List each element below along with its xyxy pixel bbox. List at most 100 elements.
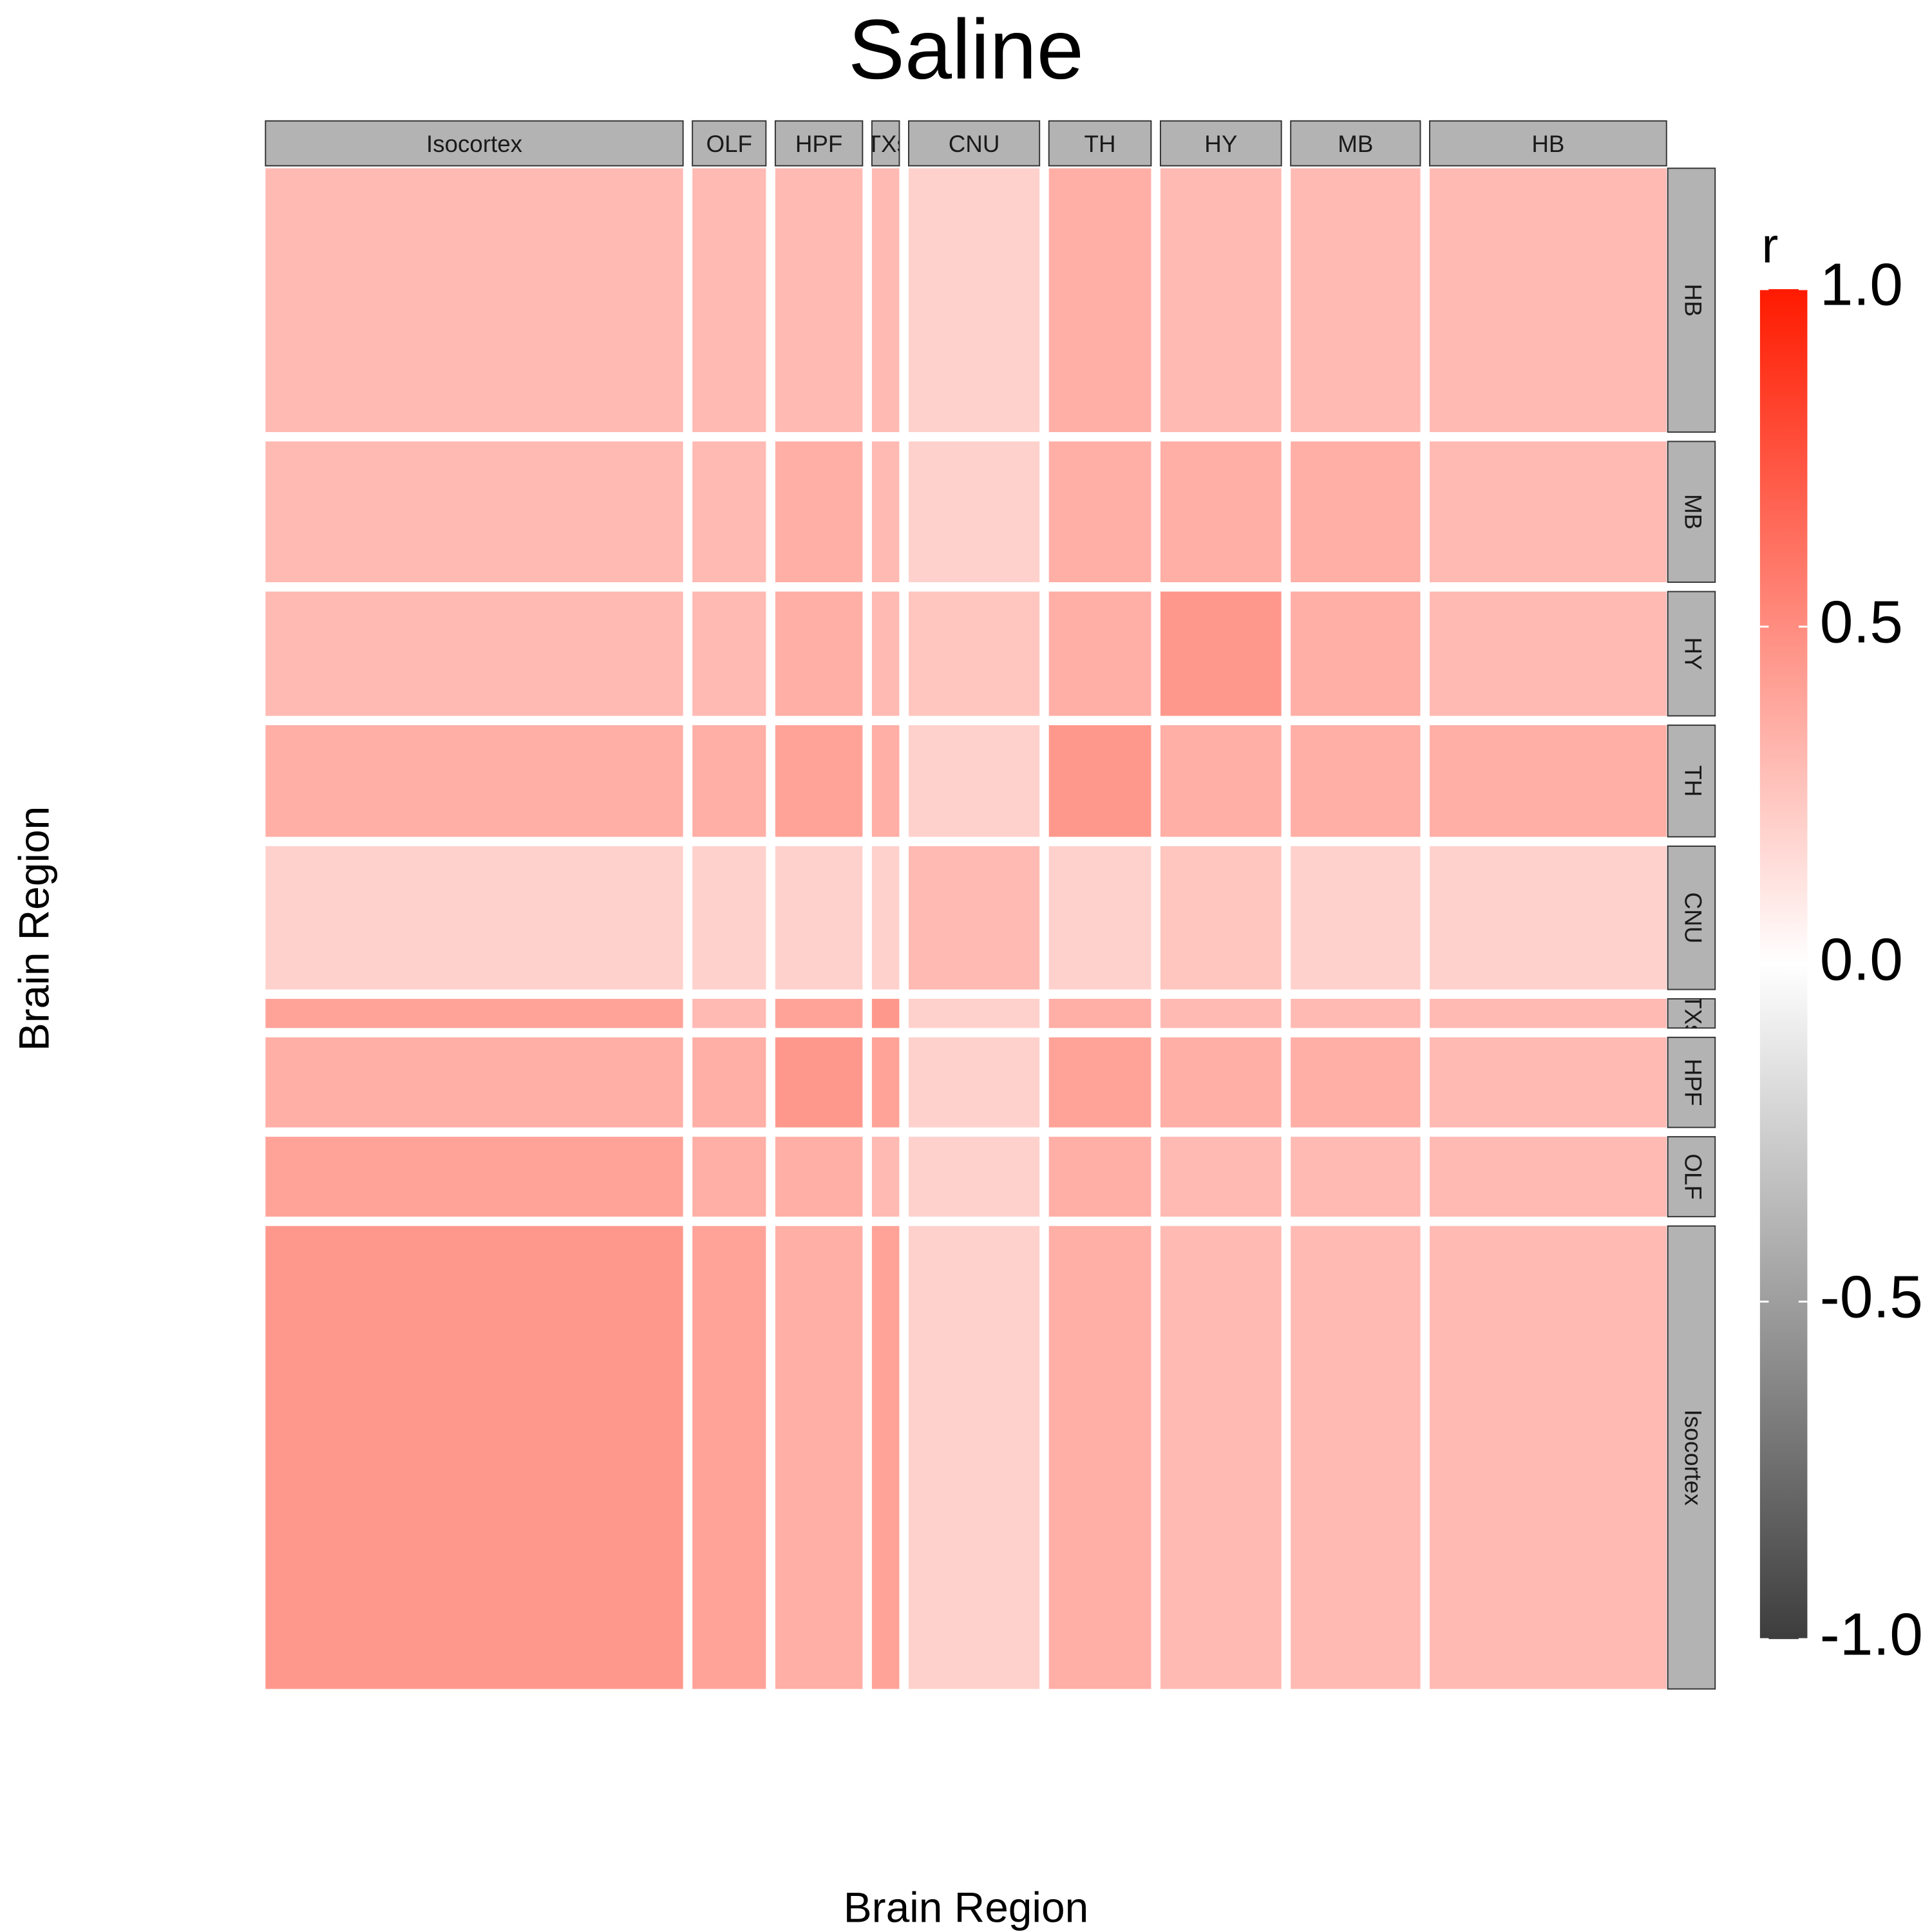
heatmap-block <box>692 846 766 990</box>
strip-label-group: Isocortex <box>1680 1410 1707 1506</box>
heatmap-block <box>1048 591 1151 716</box>
heatmap-block <box>1048 998 1151 1028</box>
facet-label: HB <box>1531 131 1564 157</box>
facet-strip <box>1667 440 1716 583</box>
facet-strip <box>1429 120 1667 167</box>
facet-label: CNU <box>949 131 1000 157</box>
heatmap-block <box>1048 1226 1151 1689</box>
heatmap-block <box>692 1226 766 1689</box>
heatmap-block <box>775 1226 863 1689</box>
facet-label: TH <box>1084 131 1116 157</box>
facet-label: HPF <box>795 131 843 157</box>
heatmap-block <box>871 725 900 837</box>
heatmap-block <box>1048 441 1151 583</box>
heatmap-block <box>1048 1037 1151 1128</box>
heatmap-block <box>265 1226 683 1689</box>
heatmap-block <box>265 168 683 432</box>
heatmap-block <box>871 1226 900 1689</box>
facet-strip <box>1667 845 1716 990</box>
strip-label-group: HB <box>1680 284 1707 317</box>
heatmap-block <box>692 725 766 837</box>
y-axis-label: Brain Region <box>10 806 57 1051</box>
colorbar-tick-label: -0.5 <box>1820 1264 1923 1331</box>
facet-strip <box>1667 591 1716 717</box>
strip-label-group: TH <box>1680 765 1707 797</box>
heatmap-block <box>908 591 1040 716</box>
strip-label-group: Isocortex <box>426 131 522 157</box>
heatmap-block <box>1160 998 1282 1028</box>
facet-strip <box>1290 120 1421 167</box>
heatmap-block <box>265 846 683 990</box>
facet-strip <box>692 120 767 167</box>
heatmap-block <box>1291 591 1421 716</box>
strip-label-group: CNU <box>1680 892 1707 943</box>
strip-label-group: MB <box>1680 494 1707 529</box>
heatmap-block <box>1291 998 1421 1028</box>
heatmap-block <box>908 1037 1040 1128</box>
facet-strip <box>1667 724 1716 838</box>
heatmap-block <box>1430 1226 1667 1689</box>
heatmap-block <box>1291 846 1421 990</box>
heatmap-block <box>692 998 766 1028</box>
heatmap-block <box>1160 725 1282 837</box>
heatmap-block <box>1430 725 1667 837</box>
strip-label-group: HY <box>1204 131 1237 157</box>
heatmap-block <box>1160 441 1282 583</box>
heatmap-block <box>1430 998 1667 1028</box>
heatmap-block <box>1048 846 1151 990</box>
facet-label: HY <box>1680 638 1707 670</box>
strip-label-group: CNU <box>949 131 1000 157</box>
heatmap-block <box>1291 1137 1421 1217</box>
facet-strip <box>908 120 1041 167</box>
heatmap-block <box>908 998 1040 1028</box>
x-axis-label: Brain Region <box>844 1883 1088 1931</box>
heatmap-block <box>265 1137 683 1217</box>
facet-label: Isocortex <box>1680 1410 1707 1506</box>
facet-label: OLF <box>1680 1153 1707 1200</box>
facet-label: CNU <box>1680 892 1707 943</box>
facet-strip <box>871 120 900 167</box>
heatmap-block <box>1291 441 1421 583</box>
facet-label: CTXsp <box>849 131 922 157</box>
heatmap-block <box>775 725 863 837</box>
colorbar-title: r <box>1761 218 1778 274</box>
heatmap-block <box>265 998 683 1028</box>
chart-title: Saline <box>848 2 1084 97</box>
facet-label: OLF <box>706 131 753 157</box>
heatmap-block <box>1291 1037 1421 1128</box>
heatmap-block <box>1160 1137 1282 1217</box>
heatmap-block <box>692 441 766 583</box>
heatmap-block <box>1160 846 1282 990</box>
facet-label: MB <box>1338 131 1373 157</box>
heatmap-block <box>775 591 863 716</box>
colorbar-tick-label: 1.0 <box>1820 251 1903 318</box>
colorbar-tick-label: 0.5 <box>1820 589 1903 656</box>
heatmap-block <box>692 1037 766 1128</box>
facet-strip <box>1048 120 1152 167</box>
strip-label-group: OLF <box>1680 1153 1707 1200</box>
heatmap-block <box>775 998 863 1028</box>
facet-label: HB <box>1680 284 1707 317</box>
strip-label-group: OLF <box>706 131 753 157</box>
strip-label-group: HY <box>1680 638 1707 670</box>
heatmap-block <box>265 725 683 837</box>
heatmap-block <box>775 168 863 432</box>
heatmap-block <box>1430 846 1667 990</box>
facet-label: HY <box>1204 131 1237 157</box>
heatmap-block <box>1048 168 1151 432</box>
strip-label-group: TH <box>1084 131 1116 157</box>
heatmap-block <box>1291 1226 1421 1689</box>
strip-label-group: CTXsp <box>1680 999 1707 1028</box>
facet-strip <box>265 120 684 167</box>
strip-label-group: MB <box>1338 131 1373 157</box>
heatmap-block <box>908 441 1040 583</box>
facet-label: Isocortex <box>426 131 522 157</box>
heatmap-block <box>1291 725 1421 837</box>
colorbar-tick-label: 0.0 <box>1820 926 1903 993</box>
heatmap-block <box>871 441 900 583</box>
heatmap-block <box>871 998 900 1028</box>
heatmap-block <box>1048 1137 1151 1217</box>
heatmap-block <box>692 168 766 432</box>
